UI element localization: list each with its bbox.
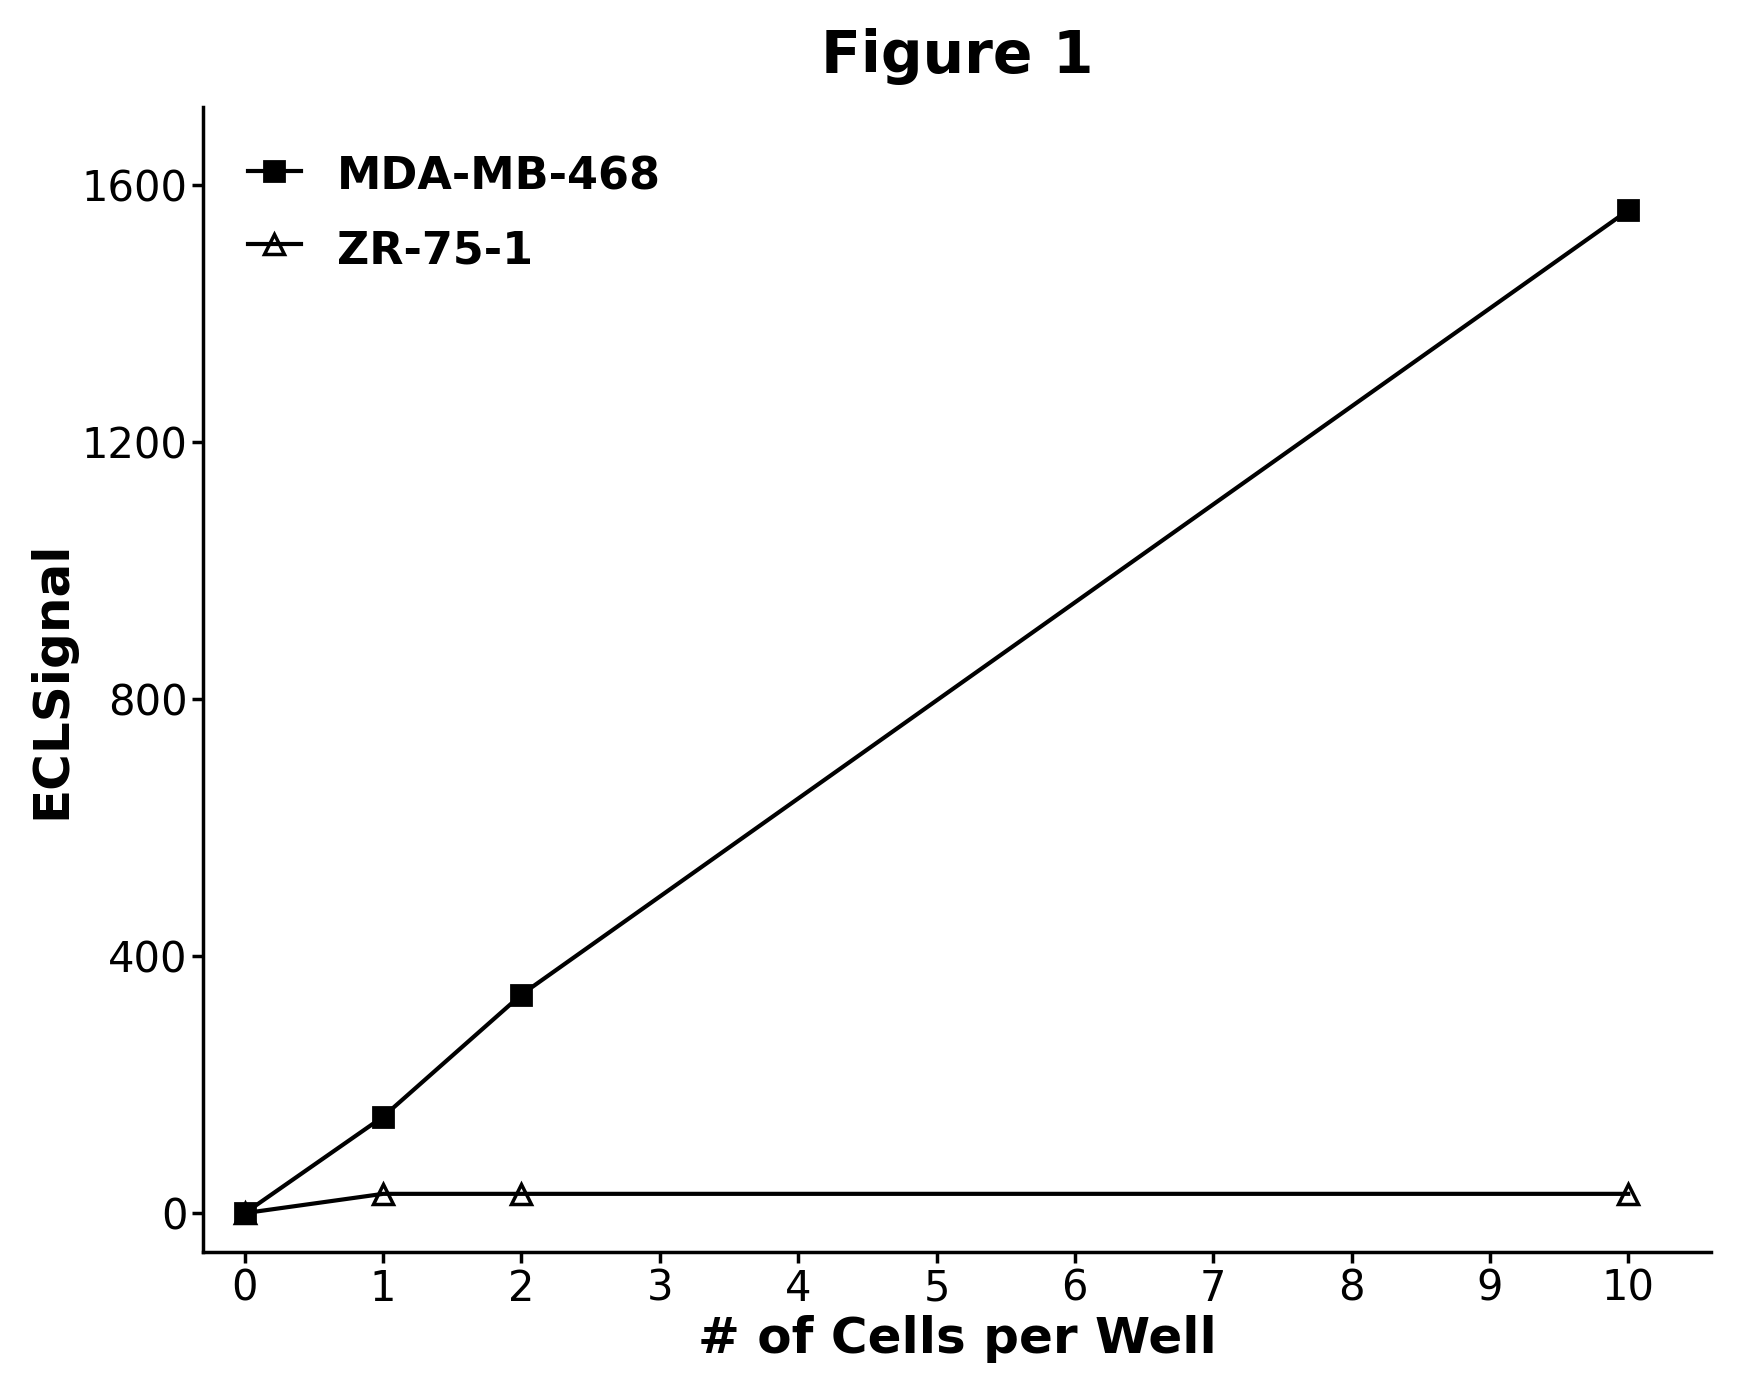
- MDA-MB-468: [235, 1205, 256, 1221]
- MDA-MB-468: [1617, 202, 1638, 218]
- MDA-MB-468: [372, 1109, 393, 1125]
- X-axis label: # of Cells per Well: # of Cells per Well: [697, 1316, 1217, 1363]
- Title: Figure 1: Figure 1: [821, 28, 1094, 85]
- Line: MDA-MB-468: MDA-MB-468: [235, 200, 1638, 1223]
- Y-axis label: ECLSignal: ECLSignal: [28, 540, 77, 819]
- ZR-75-1: [1617, 1185, 1638, 1202]
- Legend: MDA-MB-468, ZR-75-1: MDA-MB-468, ZR-75-1: [226, 129, 683, 295]
- ZR-75-1: [235, 1205, 256, 1221]
- Line: ZR-75-1: ZR-75-1: [235, 1184, 1638, 1223]
- ZR-75-1: [372, 1185, 393, 1202]
- ZR-75-1: [511, 1185, 532, 1202]
- MDA-MB-468: [511, 986, 532, 1003]
